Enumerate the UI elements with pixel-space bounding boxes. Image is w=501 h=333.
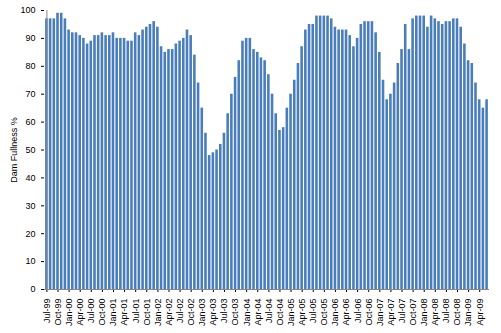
svg-text:Apr-07: Apr-07 xyxy=(386,299,396,326)
svg-text:Jul-05: Jul-05 xyxy=(308,299,318,324)
svg-text:100: 100 xyxy=(20,5,35,15)
svg-text:Oct-06: Oct-06 xyxy=(364,299,374,326)
svg-text:Jan-01: Jan-01 xyxy=(108,299,118,327)
svg-text:Jan-06: Jan-06 xyxy=(330,299,340,327)
svg-text:Oct-99: Oct-99 xyxy=(53,299,63,326)
svg-text:Jan-09: Jan-09 xyxy=(463,299,473,327)
svg-text:Jul-01: Jul-01 xyxy=(131,299,141,324)
svg-text:Jan-07: Jan-07 xyxy=(375,299,385,327)
svg-text:20: 20 xyxy=(25,229,35,239)
svg-text:Apr-03: Apr-03 xyxy=(208,299,218,326)
svg-text:Apr-00: Apr-00 xyxy=(75,299,85,326)
svg-text:Apr-09: Apr-09 xyxy=(475,299,485,326)
svg-text:Jul-04: Jul-04 xyxy=(264,299,274,324)
svg-text:Oct-03: Oct-03 xyxy=(230,299,240,326)
svg-text:Apr-01: Apr-01 xyxy=(119,299,129,326)
svg-text:Jul-07: Jul-07 xyxy=(397,299,407,324)
svg-text:Dam Fullness %: Dam Fullness % xyxy=(9,117,19,183)
svg-text:Oct-08: Oct-08 xyxy=(452,299,462,326)
svg-text:10: 10 xyxy=(25,256,35,266)
svg-text:Oct-07: Oct-07 xyxy=(408,299,418,326)
svg-text:Jan-00: Jan-00 xyxy=(64,299,74,327)
svg-text:Jan-04: Jan-04 xyxy=(242,299,252,327)
svg-text:80: 80 xyxy=(25,61,35,71)
svg-text:Jan-02: Jan-02 xyxy=(153,299,163,327)
svg-text:Apr-04: Apr-04 xyxy=(253,299,263,326)
svg-text:60: 60 xyxy=(25,117,35,127)
svg-text:Apr-02: Apr-02 xyxy=(164,299,174,326)
svg-text:0: 0 xyxy=(30,284,35,294)
svg-text:Jul-06: Jul-06 xyxy=(353,299,363,324)
svg-text:Jul-00: Jul-00 xyxy=(86,299,96,324)
svg-text:30: 30 xyxy=(25,201,35,211)
svg-text:Jan-08: Jan-08 xyxy=(419,299,429,327)
svg-text:Apr-05: Apr-05 xyxy=(297,299,307,326)
svg-text:Oct-00: Oct-00 xyxy=(97,299,107,326)
svg-text:Oct-04: Oct-04 xyxy=(275,299,285,326)
svg-text:50: 50 xyxy=(25,145,35,155)
svg-text:Jan-05: Jan-05 xyxy=(286,299,296,327)
svg-text:Oct-05: Oct-05 xyxy=(319,299,329,326)
svg-text:Jul-03: Jul-03 xyxy=(219,299,229,324)
svg-text:Jul-08: Jul-08 xyxy=(441,299,451,324)
svg-text:Jan-03: Jan-03 xyxy=(197,299,207,327)
svg-text:Jul-02: Jul-02 xyxy=(175,299,185,324)
svg-text:70: 70 xyxy=(25,89,35,99)
svg-text:90: 90 xyxy=(25,33,35,43)
svg-text:Jul-99: Jul-99 xyxy=(42,299,52,324)
svg-text:Apr-06: Apr-06 xyxy=(341,299,351,326)
svg-text:Apr-08: Apr-08 xyxy=(430,299,440,326)
svg-text:Oct-02: Oct-02 xyxy=(186,299,196,326)
svg-text:40: 40 xyxy=(25,173,35,183)
svg-text:Oct-01: Oct-01 xyxy=(142,299,152,326)
